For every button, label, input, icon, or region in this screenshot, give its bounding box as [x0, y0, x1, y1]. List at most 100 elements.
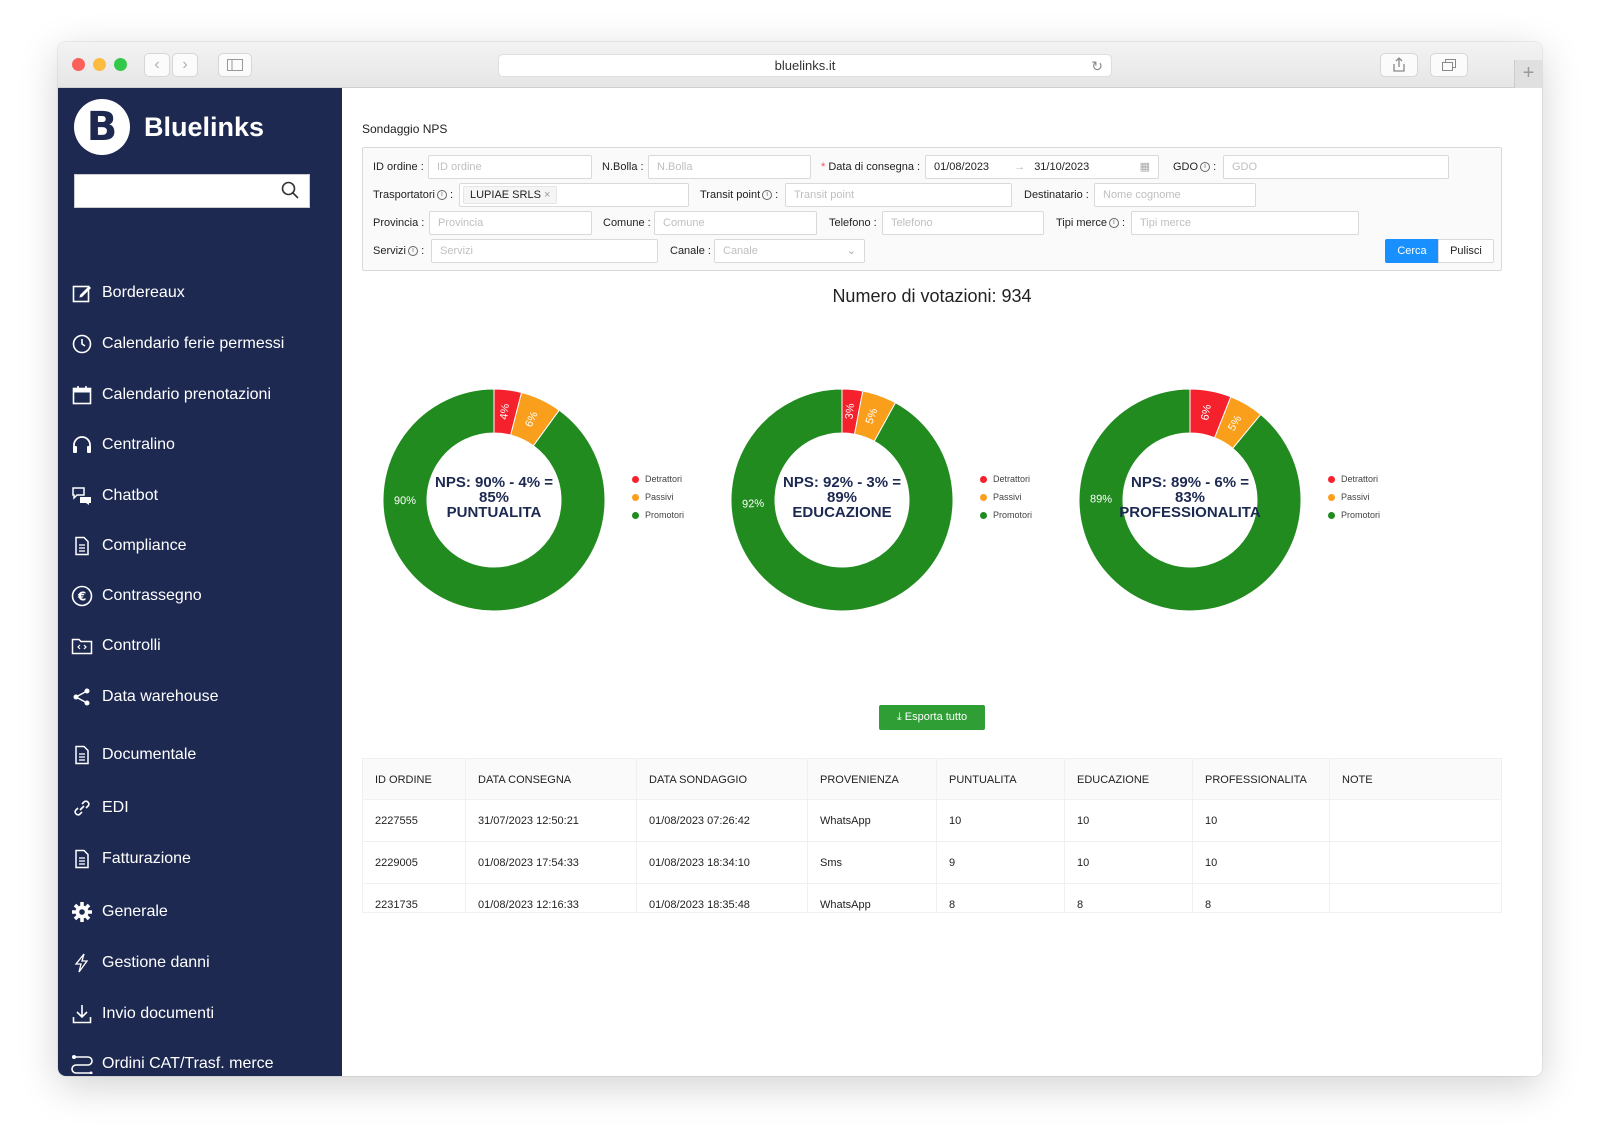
data-consegna-range[interactable]: 01/08/2023 → 31/10/2023 ▦ — [925, 155, 1159, 179]
slice-label: 90% — [394, 495, 416, 507]
column-header[interactable]: EDUCAZIONE — [1065, 759, 1193, 801]
brand-logo[interactable]: B Bluelinks — [74, 98, 264, 156]
sidebar-item-ordini-cat-trasf-merce[interactable]: Ordini CAT/Trasf. merce — [70, 1049, 274, 1076]
table-cell: 8 — [1065, 884, 1193, 912]
sidebar-item-calendario-ferie-permessi[interactable]: Calendario ferie permessi — [70, 329, 284, 359]
legend-dot-icon — [632, 493, 639, 501]
legend-item[interactable]: Promotori — [1328, 506, 1380, 524]
sidebar-search-input[interactable] — [74, 174, 310, 208]
date-to[interactable]: 31/10/2023 — [1034, 161, 1090, 173]
reset-button[interactable]: Pulisci — [1438, 239, 1494, 263]
legend-item[interactable]: Promotori — [632, 506, 684, 524]
trasportatori-select[interactable]: LUPIAE SRLS × — [459, 183, 689, 207]
legend-item[interactable]: Passivi — [632, 488, 684, 506]
sidebar-item-contrassegno[interactable]: € Contrassegno — [70, 581, 202, 611]
legend-label: Detrattori — [993, 474, 1031, 484]
sidebar-item-controlli[interactable]: Controlli — [70, 631, 161, 661]
url-text: bluelinks.it — [774, 58, 836, 73]
column-header[interactable]: DATA CONSEGNA — [466, 759, 637, 801]
new-tab-button[interactable]: + — [1514, 60, 1542, 88]
column-header[interactable]: PROFESSIONALITA — [1193, 759, 1330, 801]
maximize-window-button[interactable] — [114, 58, 127, 71]
donut-slice-promotori[interactable] — [382, 388, 606, 612]
folder-code-icon — [70, 634, 94, 658]
legend-item[interactable]: Promotori — [980, 506, 1032, 524]
legend-item[interactable]: Detrattori — [632, 470, 684, 488]
legend-dot-icon — [1328, 493, 1335, 501]
export-all-button[interactable]: ⤓ Esporta tutto — [879, 705, 985, 730]
n-bolla-input[interactable]: N.Bolla — [648, 155, 811, 179]
table-row[interactable]: 2227555 31/07/2023 12:50:21 01/08/2023 07:… — [363, 800, 1501, 842]
sidebar-item-invio-documenti[interactable]: Invio documenti — [70, 999, 214, 1029]
transit-point-input[interactable]: Transit point — [785, 183, 1012, 207]
results-table: ID ORDINE DATA CONSEGNA DATA SONDAGGIO PROV… — [362, 758, 1502, 913]
servizi-input[interactable]: Servizi — [431, 239, 658, 263]
gdo-input[interactable]: GDO — [1223, 155, 1449, 179]
calendar-icon — [70, 383, 94, 407]
destinatario-input[interactable]: Nome cognome — [1094, 183, 1256, 207]
share-button[interactable] — [1380, 53, 1418, 77]
close-window-button[interactable] — [72, 58, 85, 71]
nps-chart-professionalita: 6% 5% 89% NPS: 89% - 6% = 83% PROFESSIONALITA… — [1078, 388, 1418, 618]
nps-center-text: 85% — [479, 489, 509, 506]
sidebar-item-generale[interactable]: Generale — [70, 897, 168, 927]
canale-select[interactable]: Canale ⌄ — [714, 239, 865, 263]
donut-slice-promotori[interactable] — [1078, 388, 1302, 612]
sidebar-item-label: Invio documenti — [102, 1005, 215, 1022]
id-ordine-input[interactable]: ID ordine — [428, 155, 592, 179]
comune-input[interactable]: Comune — [654, 211, 817, 235]
column-header[interactable]: NOTE — [1330, 759, 1501, 801]
donut-slice-promotori[interactable] — [730, 388, 954, 612]
minimize-window-button[interactable] — [93, 58, 106, 71]
tabs-button[interactable] — [1430, 53, 1468, 77]
column-header[interactable]: PROVENIENZA — [808, 759, 937, 801]
sidebar-item-gestione-danni[interactable]: Gestione danni — [70, 948, 210, 978]
table-cell: 2229005 — [363, 842, 466, 884]
back-button[interactable]: ‹ — [144, 53, 170, 77]
sidebar-item-documentale[interactable]: Documentale — [70, 740, 196, 770]
provincia-label: Provincia : — [373, 217, 425, 229]
sidebar-item-bordereaux[interactable]: Bordereaux — [70, 278, 185, 308]
table-row[interactable]: 2231735 01/08/2023 12:16:33 01/08/2023 18:… — [363, 884, 1501, 912]
donut-chart: 6%5%89%NPS: 89% - 6% =83%PROFESSIONALITA — [1078, 388, 1302, 612]
canale-label: Canale : — [670, 245, 711, 257]
search-button[interactable]: Cerca — [1385, 239, 1439, 263]
sidebar-toggle-button[interactable] — [218, 53, 252, 77]
sidebar-item-edi[interactable]: EDI — [70, 793, 129, 823]
legend-item[interactable]: Passivi — [1328, 488, 1380, 506]
tipi-merce-input[interactable]: Tipi merce — [1131, 211, 1359, 235]
chevron-left-icon: ‹ — [154, 56, 160, 73]
sidebar-item-calendario-prenotazioni[interactable]: Calendario prenotazioni — [70, 380, 271, 410]
provincia-input[interactable]: Provincia — [429, 211, 592, 235]
gdo-label: GDO i : — [1173, 161, 1217, 173]
nps-center-text: NPS: 89% - 6% = — [1131, 474, 1249, 491]
date-from[interactable]: 01/08/2023 — [934, 161, 990, 173]
table-cell: 10 — [1065, 842, 1193, 884]
legend-item[interactable]: Passivi — [980, 488, 1032, 506]
legend-item[interactable]: Detrattori — [1328, 470, 1380, 488]
id-ordine-label: ID ordine : — [373, 161, 424, 173]
address-bar[interactable]: bluelinks.it ↻ — [498, 54, 1112, 77]
table-row[interactable]: 2229005 01/08/2023 17:54:33 01/08/2023 18:… — [363, 842, 1501, 884]
sidebar-item-fatturazione[interactable]: Fatturazione — [70, 844, 191, 874]
column-header[interactable]: PUNTUALITA — [937, 759, 1065, 801]
sidebar-item-label: Compliance — [102, 537, 187, 554]
telefono-input[interactable]: Telefono — [882, 211, 1044, 235]
column-header[interactable]: ID ORDINE — [363, 759, 466, 801]
tag-close-icon[interactable]: × — [543, 189, 551, 201]
sidebar-item-chatbot[interactable]: Chatbot — [70, 481, 158, 511]
share-icon — [70, 685, 94, 709]
sidebar-item-centralino[interactable]: Centralino — [70, 430, 175, 460]
nps-center-text: PUNTUALITA — [447, 504, 542, 521]
forward-button[interactable]: › — [172, 53, 198, 77]
nps-center-text: 89% — [827, 489, 857, 506]
column-header[interactable]: DATA SONDAGGIO — [637, 759, 808, 801]
search-icon[interactable] — [281, 181, 299, 199]
sidebar-item-compliance[interactable]: Compliance — [70, 531, 186, 561]
sidebar-item-data-warehouse[interactable]: Data warehouse — [70, 682, 219, 712]
transit-point-label: Transit point i : — [700, 189, 779, 201]
slice-label: 6% — [1199, 403, 1214, 421]
reload-icon[interactable]: ↻ — [1091, 58, 1103, 74]
legend-item[interactable]: Detrattori — [980, 470, 1032, 488]
table-cell: 2227555 — [363, 800, 466, 842]
